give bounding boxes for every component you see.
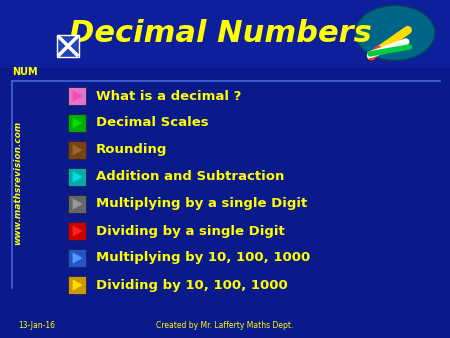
Text: 13-Jan-16: 13-Jan-16	[18, 321, 55, 330]
Bar	[57, 35, 79, 57]
Polygon shape	[72, 144, 83, 156]
Text: Multiplying by 10, 100, 1000: Multiplying by 10, 100, 1000	[96, 251, 310, 265]
Polygon shape	[72, 198, 83, 210]
Polygon shape	[72, 171, 83, 183]
Text: Addition and Subtraction: Addition and Subtraction	[96, 170, 284, 184]
Polygon shape	[72, 252, 83, 264]
Polygon shape	[72, 225, 83, 237]
Text: Multiplying by a single Digit: Multiplying by a single Digit	[96, 197, 307, 211]
Polygon shape	[72, 117, 83, 129]
Bar	[68, 168, 86, 186]
Bar	[68, 222, 86, 240]
Text: Decimal Scales: Decimal Scales	[96, 117, 209, 129]
Bar	[68, 249, 86, 267]
Text: www.mathsrevision.com: www.mathsrevision.com	[14, 121, 22, 245]
Bar	[68, 276, 86, 294]
Ellipse shape	[355, 5, 435, 61]
Text: Dividing by 10, 100, 1000: Dividing by 10, 100, 1000	[96, 279, 288, 291]
Text: NUM: NUM	[12, 67, 38, 77]
Text: Decimal Numbers: Decimal Numbers	[68, 20, 371, 48]
Polygon shape	[72, 90, 83, 102]
Bar	[68, 141, 86, 159]
Text: What is a decimal ?: What is a decimal ?	[96, 90, 241, 102]
Text: Created by Mr. Lafferty Maths Dept.: Created by Mr. Lafferty Maths Dept.	[156, 321, 294, 330]
Bar	[68, 114, 86, 132]
Bar	[68, 195, 86, 213]
Polygon shape	[72, 279, 83, 291]
Text: Dividing by a single Digit: Dividing by a single Digit	[96, 224, 285, 238]
Bar	[0, 0, 450, 68]
Text: Rounding: Rounding	[96, 144, 167, 156]
Bar	[68, 87, 86, 105]
